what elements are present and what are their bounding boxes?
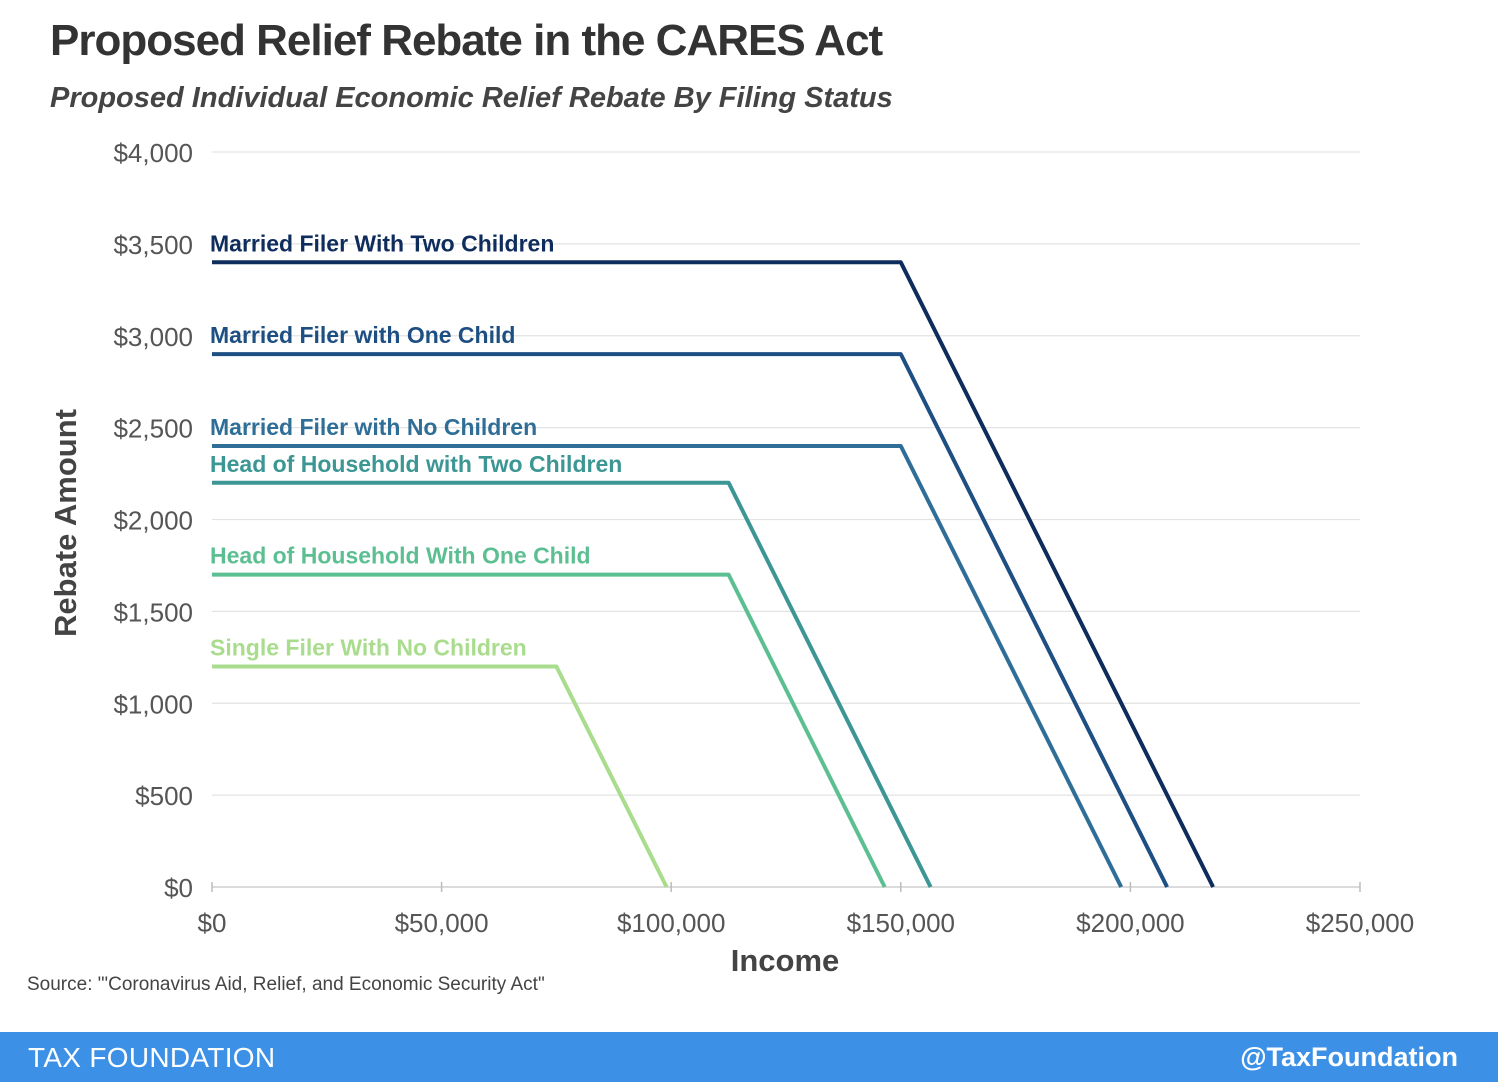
series-line-3 [212, 444, 1123, 888]
series-label-1: Married Filer With Two Children [210, 230, 554, 256]
y-tick-label: $3,000 [113, 322, 193, 352]
x-tick-label: $100,000 [617, 908, 725, 938]
series-label-5: Head of Household With One Child [210, 543, 591, 569]
series-label-4: Head of Household with Two Children [210, 451, 622, 477]
x-tick-label: $0 [198, 908, 227, 938]
y-axis-title: Rebate Amount [48, 409, 83, 637]
y-tick-label: $1,500 [113, 597, 193, 627]
x-tick-label: $150,000 [847, 908, 955, 938]
series-line-1 [212, 260, 1215, 888]
series-label-3: Married Filer with No Children [210, 414, 537, 440]
x-tick-label: $250,000 [1306, 908, 1414, 938]
x-axis-title: Income [731, 943, 840, 978]
y-tick-label: $2,500 [113, 414, 193, 444]
y-tick-label: $1,000 [113, 689, 193, 719]
source-note: Source: "'Coronavirus Aid, Relief, and E… [27, 974, 545, 995]
x-tick-label: $200,000 [1076, 908, 1184, 938]
y-tick-label: $2,000 [113, 506, 193, 536]
series-line-4 [212, 480, 933, 888]
series-line-6 [212, 664, 669, 888]
footer-social-handle[interactable]: @TaxFoundation [1240, 1042, 1458, 1072]
footer-brand: TAX FOUNDATION [28, 1042, 276, 1073]
chart-title: Proposed Relief Rebate in the CARES Act [50, 16, 883, 65]
y-tick-label: $3,500 [113, 230, 193, 260]
y-tick-label: $0 [164, 873, 193, 903]
y-tick-label: $4,000 [113, 138, 193, 168]
series-line-2 [212, 352, 1169, 888]
chart-subtitle: Proposed Individual Economic Relief Reba… [50, 82, 893, 114]
series-label-2: Married Filer with One Child [210, 322, 515, 348]
series-line-5 [212, 572, 887, 888]
footer-bar: TAX FOUNDATION @TaxFoundation [0, 1032, 1498, 1082]
x-tick-label: $50,000 [395, 908, 489, 938]
series-label-6: Single Filer With No Children [210, 635, 527, 661]
y-tick-label: $500 [135, 781, 193, 811]
rebate-line-chart: Married Filer With Two Children Married F… [48, 138, 1414, 978]
